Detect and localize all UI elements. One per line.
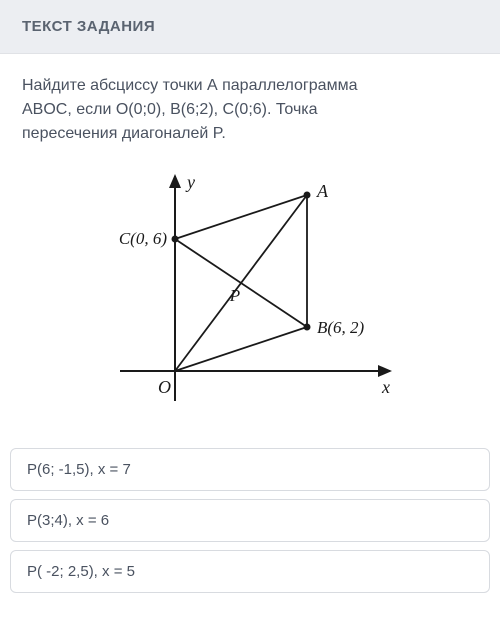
svg-text:A: A bbox=[316, 181, 329, 201]
answer-option[interactable]: P(3;4), x = 6 bbox=[10, 499, 490, 542]
question-line: ABOC, если O(0;0), B(6;2), C(0;6). Точка bbox=[22, 101, 318, 118]
question-line: пересечения диагоналей P. bbox=[22, 125, 226, 142]
answer-option[interactable]: P(6; -1,5), x = 7 bbox=[10, 448, 490, 491]
answer-option[interactable]: P( -2; 2,5), x = 5 bbox=[10, 550, 490, 593]
task-content: Найдите абсциссу точки А параллелограмма… bbox=[0, 54, 500, 448]
task-header: ТЕКСТ ЗАДАНИЯ bbox=[0, 0, 500, 54]
svg-text:B(6, 2): B(6, 2) bbox=[317, 318, 365, 337]
diagram-container: y x O A B(6, 2) C(0, 6) P bbox=[22, 161, 478, 426]
question-line: Найдите абсциссу точки А параллелограмма bbox=[22, 77, 357, 94]
svg-text:x: x bbox=[381, 377, 390, 397]
header-title: ТЕКСТ ЗАДАНИЯ bbox=[22, 18, 478, 35]
question-text: Найдите абсциссу точки А параллелограмма… bbox=[22, 74, 478, 146]
answer-options: P(6; -1,5), x = 7 P(3;4), x = 6 P( -2; 2… bbox=[0, 448, 500, 616]
parallelogram-diagram: y x O A B(6, 2) C(0, 6) P bbox=[100, 161, 400, 421]
svg-text:P: P bbox=[229, 286, 240, 305]
svg-text:y: y bbox=[185, 172, 195, 192]
svg-text:C(0, 6): C(0, 6) bbox=[119, 229, 168, 248]
svg-text:O: O bbox=[158, 377, 171, 397]
